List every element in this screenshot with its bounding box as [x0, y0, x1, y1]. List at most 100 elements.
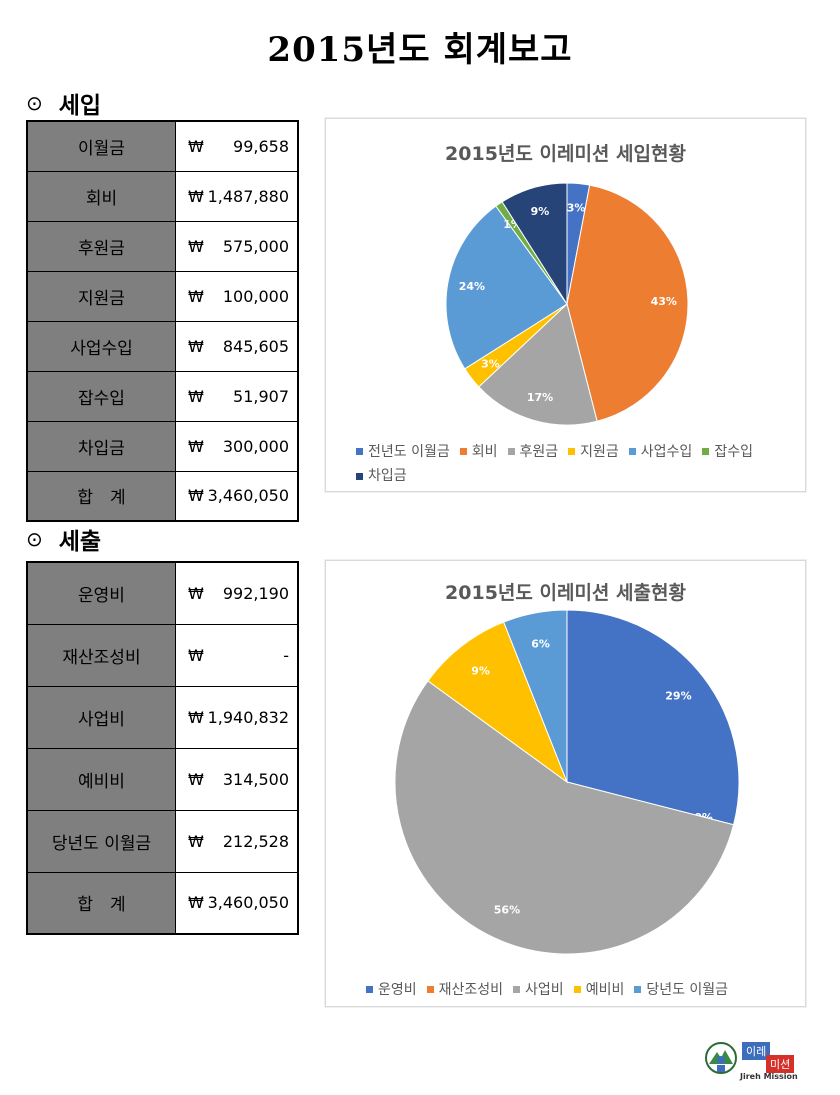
legend-label: 사업수입	[640, 443, 693, 460]
amount-value: 1,940,832	[207, 707, 289, 727]
slice-data-label: 56%	[494, 904, 520, 917]
legend-swatch	[634, 985, 642, 993]
currency-symbol: ₩	[188, 486, 204, 506]
legend-label: 후원금	[519, 443, 559, 460]
currency-symbol: ₩	[188, 136, 204, 156]
chart-title: 2015년도 이레미션 세입현황	[445, 143, 686, 165]
currency-symbol: ₩	[188, 186, 204, 206]
row-label: 지원금	[26, 270, 176, 322]
slice-data-label: 17%	[527, 391, 553, 404]
row-amount-cell: ₩3,460,050	[175, 871, 299, 935]
table-row: 회비 ₩1,487,880	[26, 170, 299, 222]
legend-swatch	[356, 448, 363, 455]
logo-tag-bottom: 미션	[766, 1055, 795, 1073]
radio-bullet-icon: ⊙	[26, 527, 43, 551]
expense-heading-label: 세출	[58, 529, 102, 555]
slice-data-label: 6%	[531, 637, 550, 650]
amount-value: 3,460,050	[207, 893, 289, 913]
legend-label: 전년도 이월금	[368, 443, 450, 460]
pie-slice	[427, 621, 569, 784]
legend-label: 사업비	[525, 982, 564, 998]
row-amount-cell: ₩3,460,050	[175, 470, 299, 522]
slice-data-label: 3%	[567, 202, 586, 215]
pie-slice	[503, 609, 568, 783]
table-row: 재산조성비 ₩ -	[26, 623, 299, 687]
table-row: 사업비 ₩1,940,832	[26, 685, 299, 749]
row-label: 사업비	[26, 685, 176, 749]
table-row: 후원금 ₩575,000	[26, 220, 299, 272]
row-amount-cell: ₩99,658	[175, 120, 299, 172]
table-row: 이월금 ₩99,658	[26, 120, 299, 172]
page-title: 2015년도 회계보고	[267, 30, 573, 70]
expense-table: 운영비 ₩992,190 재산조성비 ₩ - 사업비 ₩1,940,832 예비비 ₩314,5…	[26, 561, 299, 935]
currency-symbol: ₩	[188, 893, 204, 913]
legend-item: 사업수입	[628, 440, 693, 464]
legend-swatch	[356, 472, 363, 480]
row-amount-cell: ₩992,190	[175, 561, 299, 625]
row-label: 재산조성비	[26, 623, 176, 687]
legend-item: 회비	[459, 440, 498, 464]
legend-label: 차입금	[368, 468, 407, 484]
legend-item: 차입금	[356, 464, 407, 488]
expense-pie-chart: 2015년도 이레미션 세출현황 29%0%56%9%6% 운영비재산조성비사업…	[325, 560, 806, 1007]
legend-swatch	[513, 985, 521, 993]
table-row: 사업수입 ₩845,605	[26, 320, 299, 372]
income-table: 이월금 ₩99,658 회비 ₩1,487,880 후원금 ₩575,000 지원금 ₩100…	[26, 120, 299, 522]
amount-value: 51,907	[233, 386, 289, 406]
legend-label: 지원금	[580, 443, 619, 460]
pie-slice	[566, 609, 740, 826]
legend-label: 재산조성비	[438, 982, 504, 998]
pie-slice	[501, 182, 568, 306]
table-row: 합 계 ₩3,460,050	[26, 470, 299, 522]
expense-pie-svg: 29%0%56%9%6%	[394, 609, 740, 955]
pie-slice	[445, 205, 568, 370]
table-row: 지원금 ₩100,000	[26, 270, 299, 322]
pie-slice	[478, 303, 598, 426]
currency-symbol: ₩	[188, 707, 204, 727]
row-amount-cell: ₩100,000	[175, 270, 299, 322]
pie-slice	[394, 680, 735, 955]
currency-symbol: ₩	[188, 583, 204, 603]
legend-item: 당년도 이월금	[634, 979, 728, 999]
legend-swatch	[366, 985, 373, 993]
legend-item: 사업비	[513, 979, 564, 999]
legend-swatch	[628, 448, 636, 455]
row-amount-cell: ₩575,000	[175, 220, 299, 272]
amount-value: -	[283, 645, 289, 665]
logo-emblem-icon	[705, 1042, 737, 1074]
legend-swatch	[568, 448, 576, 455]
legend-item: 잡수입	[702, 440, 753, 464]
slice-data-label: 3%	[481, 357, 500, 370]
row-amount-cell: ₩51,907	[175, 370, 299, 422]
row-label: 이월금	[26, 120, 176, 172]
radio-bullet-icon: ⊙	[26, 91, 43, 115]
pie-slice	[566, 184, 689, 422]
row-amount-cell: ₩300,000	[175, 420, 299, 472]
amount-value: 99,658	[233, 136, 289, 156]
legend-swatch	[426, 985, 434, 993]
row-label: 당년도 이월금	[26, 809, 176, 873]
chart-legend: 운영비 재산조성비 사업비 예비비 당년도 이월금	[366, 979, 796, 999]
legend-item: 전년도 이월금	[356, 440, 450, 464]
legend-swatch	[459, 448, 467, 455]
row-amount-cell: ₩845,605	[175, 320, 299, 372]
table-row: 차입금 ₩300,000	[26, 420, 299, 472]
slice-data-label: 24%	[459, 280, 485, 293]
logo-tag-top: 이레	[742, 1042, 771, 1060]
row-label: 잡수입	[26, 370, 176, 422]
slice-data-label: 43%	[651, 295, 677, 308]
slice-data-label: 9%	[471, 665, 490, 678]
row-label: 예비비	[26, 747, 176, 811]
amount-value: 100,000	[222, 286, 289, 306]
row-amount-cell: ₩314,500	[175, 747, 299, 811]
income-heading-label: 세입	[58, 93, 102, 119]
legend-item: 재산조성비	[426, 979, 504, 999]
currency-symbol: ₩	[188, 386, 204, 406]
row-amount-cell: ₩1,487,880	[175, 170, 299, 222]
amount-value: 212,528	[222, 831, 289, 851]
legend-item: 지원금	[568, 440, 619, 464]
amount-value: 300,000	[222, 436, 289, 456]
amount-value: 575,000	[222, 236, 289, 256]
legend-swatch	[507, 448, 515, 455]
